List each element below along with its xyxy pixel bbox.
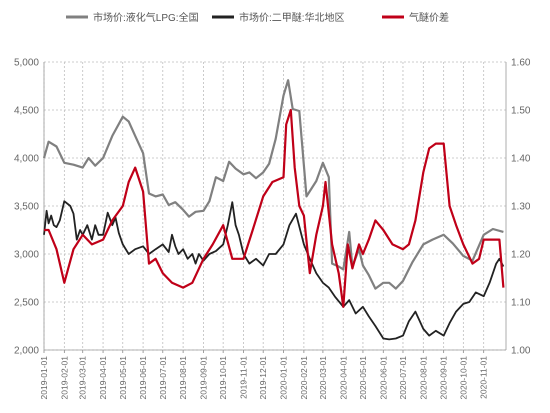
legend-label: 气醚价差 — [409, 11, 449, 24]
legend-label: 市场价:二甲醚:华北地区 — [239, 11, 345, 24]
x-tick-label: 2019-09-01 — [198, 356, 208, 400]
y-left-tick-label: 4,000 — [14, 154, 39, 165]
y-right-tick-label: 1.10 — [511, 298, 531, 309]
x-tick-label: 2019-10-01 — [218, 356, 228, 400]
x-tick-label: 2020-08-01 — [418, 356, 428, 400]
x-tick-label: 2019-02-01 — [59, 356, 69, 400]
y-left-tick-label: 2,000 — [14, 346, 39, 357]
legend-label: 市场价:液化气LPG:全国 — [93, 11, 199, 24]
x-tick-label: 2019-08-01 — [178, 356, 188, 400]
x-tick-label: 2019-12-01 — [258, 356, 268, 400]
y-right-tick-label: 1.50 — [511, 106, 531, 117]
series-line-3 — [44, 108, 505, 308]
y-left-tick-label: 3,500 — [14, 202, 39, 213]
x-tick-label: 2019-05-01 — [118, 356, 128, 400]
y-axis-right: 1.00 1.10 1.20 1.30 1.40 1.50 1.60 — [505, 58, 531, 357]
x-tick-label: 2020-03-01 — [318, 356, 328, 400]
x-tick-label: 2019-03-01 — [78, 356, 88, 400]
x-tick-label: 2020-06-01 — [378, 356, 388, 400]
y-left-tick-label: 5,000 — [14, 58, 39, 69]
y-right-tick-label: 1.00 — [511, 346, 531, 357]
x-tick-label: 2020-01-01 — [279, 356, 289, 400]
x-tick-label: 2019-07-01 — [158, 356, 168, 400]
series-layer — [42, 79, 505, 341]
y-right-tick-label: 1.60 — [511, 58, 531, 69]
x-tick-label: 2020-04-01 — [338, 356, 348, 400]
x-tick-label: 2020-09-01 — [439, 356, 449, 400]
y-left-tick-label: 3,000 — [14, 250, 39, 261]
legend: 市场价:液化气LPG:全国 市场价:二甲醚:华北地区 气醚价差 — [66, 11, 449, 24]
x-tick-label: 2019-04-01 — [98, 356, 108, 400]
grid — [43, 61, 506, 351]
x-tick-label: 2020-02-01 — [299, 356, 309, 400]
x-tick-label: 2019-11-01 — [239, 356, 249, 399]
y-right-tick-label: 1.30 — [511, 202, 531, 213]
x-tick-label: 2020-05-01 — [358, 356, 368, 400]
series-line-1 — [42, 79, 504, 290]
y-right-tick-label: 1.20 — [511, 250, 531, 261]
x-tick-label: 2020-11-01 — [479, 356, 489, 399]
x-axis: 2019-01-01 2019-02-01 2019-03-01 2019-04-01… — [39, 349, 506, 400]
y-right-tick-label: 1.40 — [511, 154, 531, 165]
x-tick-label: 2020-07-01 — [398, 356, 408, 400]
y-axis-left: 2,000 2,500 3,000 3,500 4,000 4,500 5,000 — [14, 58, 45, 357]
x-tick-label: 2019-01-01 — [39, 356, 49, 400]
series-line-2 — [43, 200, 505, 341]
y-left-tick-label: 2,500 — [14, 298, 39, 309]
x-tick-label: 2019-06-01 — [138, 356, 148, 400]
x-tick-label: 2020-10-01 — [458, 356, 468, 400]
y-left-tick-label: 4,500 — [14, 106, 39, 117]
